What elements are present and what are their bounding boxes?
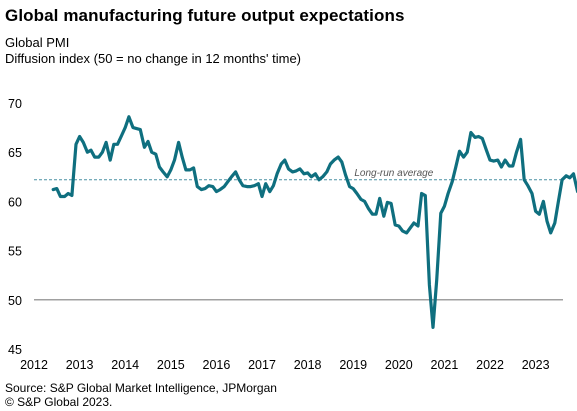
source-note: Source: S&P Global Market Intelligence, … — [5, 381, 277, 395]
chart-title: Global manufacturing future output expec… — [5, 6, 405, 25]
plot-area: 45 50 55 60 65 70 2012 2013 2014 2015 2016 2017 2018… — [8, 97, 577, 372]
x-tick-label: 2021 — [431, 358, 459, 372]
x-tick-label: 2016 — [203, 358, 231, 372]
y-tick-label: 60 — [8, 195, 22, 209]
copyright-note: © S&P Global 2023. — [5, 395, 113, 409]
y-tick-label: 50 — [8, 294, 22, 308]
series-line-global-pmi — [51, 115, 577, 329]
x-tick-label: 2018 — [294, 358, 322, 372]
x-tick-label: 2019 — [339, 358, 367, 372]
chart-subtitle-series: Global PMI — [5, 35, 70, 50]
x-tick-label: 2022 — [476, 358, 504, 372]
x-tick-label: 2017 — [248, 358, 276, 372]
y-tick-label: 55 — [8, 245, 22, 259]
x-tick-label: 2014 — [111, 358, 139, 372]
chart-subtitle-units: Diffusion index (50 = no change in 12 mo… — [5, 51, 301, 66]
x-tick-label: 2023 — [522, 358, 550, 372]
y-tick-label: 70 — [8, 97, 22, 111]
long-run-average-label: Long-run average — [354, 168, 433, 179]
x-tick-label: 2020 — [385, 358, 413, 372]
x-tick-label: 2013 — [66, 358, 94, 372]
x-tick-label: 2012 — [20, 358, 48, 372]
y-tick-label: 65 — [8, 146, 22, 160]
x-tick-label: 2015 — [157, 358, 185, 372]
y-tick-label: 45 — [8, 343, 22, 357]
